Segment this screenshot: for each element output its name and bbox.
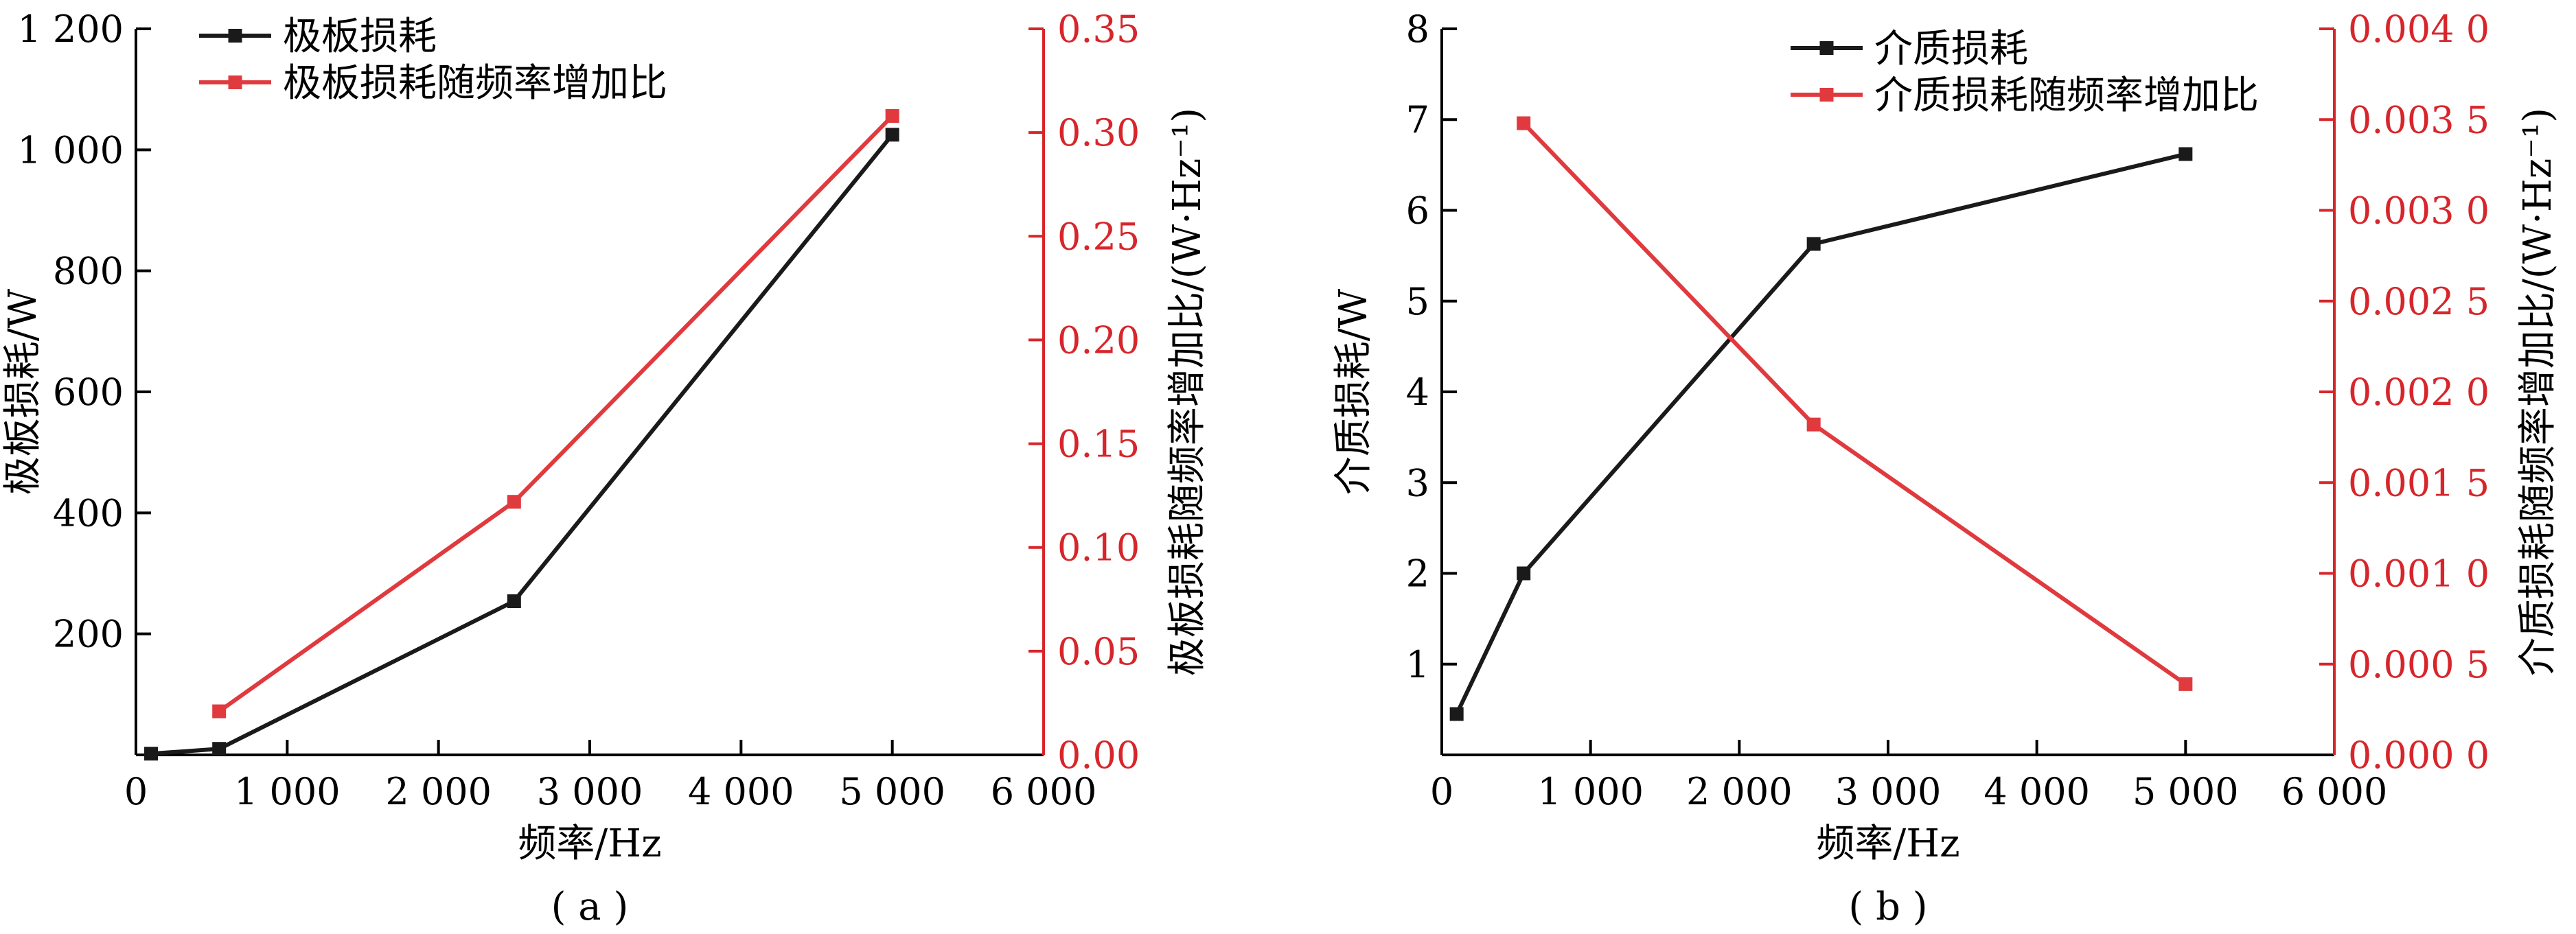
y2-tick-label: 0.20: [1057, 318, 1140, 362]
y-tick-label: 8: [1406, 8, 1429, 51]
y-tick-label: 600: [53, 371, 124, 414]
series-1-point: [212, 742, 227, 756]
series-1-point: [885, 128, 899, 142]
y-tick-label: 1: [1406, 643, 1429, 686]
y-axis-label: 极板损耗/W: [1, 288, 45, 495]
x-tick-label: 1 000: [1537, 770, 1644, 813]
y-tick-label: 2: [1406, 552, 1429, 596]
series-2-point: [212, 704, 227, 719]
legend-marker-1: [228, 29, 242, 43]
y-axis-label: 介质损耗/W: [1331, 288, 1376, 495]
x-tick-label: 2 000: [1686, 770, 1793, 813]
legend-marker-2: [228, 75, 242, 89]
legend-label-2: 介质损耗随频率增加比: [1874, 73, 2259, 118]
x-tick-label: 6 000: [991, 770, 1097, 813]
series-2-point: [1806, 417, 1821, 432]
y2-tick-label: 0.000 5: [2348, 643, 2489, 686]
series-1-point: [507, 594, 521, 609]
y2-tick-label: 0.30: [1057, 111, 1140, 154]
y2-tick-label: 0.001 0: [2348, 552, 2489, 596]
y2-tick-label: 0.00: [1057, 734, 1140, 777]
legend-label-1: 介质损耗: [1874, 27, 2028, 71]
series-1-point: [1449, 707, 1464, 721]
x-tick-label: 3 000: [1835, 770, 1942, 813]
x-tick-label: 6 000: [2281, 770, 2388, 813]
y-tick-label: 200: [53, 613, 124, 656]
series-1-point: [2178, 147, 2193, 161]
series-2-point: [507, 495, 521, 509]
y2-tick-label: 0.35: [1057, 8, 1140, 51]
y-tick-label: 800: [53, 250, 124, 293]
chart-panel-a: 0 1 000 2 000 3 000 4 000 5 000 6 000 200 400 600…: [1, 8, 1210, 929]
panel-label: ( b ): [1848, 885, 1927, 929]
y2-tick-label: 0.003 0: [2348, 189, 2489, 233]
y-tick-label: 5: [1406, 280, 1429, 323]
series-1-point: [144, 747, 159, 761]
y-tick-label: 1 200: [17, 8, 124, 51]
y2-tick-label: 0.10: [1057, 526, 1140, 570]
x-tick-label: 5 000: [2132, 770, 2239, 813]
x-axis-label: 频率/Hz: [518, 821, 661, 866]
y2-tick-label: 0.004 0: [2348, 8, 2489, 51]
y-tick-label: 400: [53, 491, 124, 535]
y2-tick-label: 0.003 5: [2348, 98, 2489, 141]
x-tick-label: 4 000: [1983, 770, 2090, 813]
series-1-point: [1517, 566, 1531, 581]
y2-tick-label: 0.05: [1057, 630, 1140, 673]
x-tick-label: 0: [124, 770, 148, 813]
x-axis-label: 频率/Hz: [1816, 821, 1959, 866]
y2-axis-label: 极板损耗随频率增加比/(W·Hz⁻¹): [1165, 108, 1210, 676]
series-2-point: [885, 108, 899, 123]
y2-axis-label: 介质损耗随频率增加比/(W·Hz⁻¹): [2516, 108, 2560, 676]
y2-tick-label: 0.001 5: [2348, 461, 2489, 504]
series-line-2: [218, 114, 894, 713]
y2-tick-label: 0.002 0: [2348, 371, 2489, 414]
y-tick-label: 6: [1406, 189, 1429, 233]
series-line-1: [1454, 152, 2187, 715]
legend-label-2: 极板损耗随频率增加比: [283, 61, 667, 106]
y-tick-label: 7: [1406, 98, 1429, 141]
y2-tick-label: 0.25: [1057, 215, 1140, 258]
y2-tick-label: 0.000 0: [2348, 734, 2489, 777]
series-2-point: [1517, 116, 1531, 130]
legend-label-1: 极板损耗: [283, 14, 437, 59]
x-tick-label: 3 000: [537, 770, 643, 813]
series-line-1: [150, 133, 894, 756]
series-1-point: [1806, 237, 1821, 251]
x-tick-label: 1 000: [234, 770, 341, 813]
x-tick-label: 5 000: [839, 770, 945, 813]
series-2-point: [2178, 677, 2193, 691]
x-tick-label: 4 000: [688, 770, 794, 813]
x-tick-label: 2 000: [385, 770, 492, 813]
x-tick-label: 0: [1430, 770, 1453, 813]
y-tick-label: 4: [1406, 371, 1429, 414]
y-tick-label: 1 000: [17, 128, 124, 172]
series-line-2: [1522, 121, 2187, 686]
legend-marker-1: [1819, 41, 1834, 55]
y2-tick-label: 0.002 5: [2348, 280, 2489, 323]
panel-label: ( a ): [551, 885, 629, 929]
chart-panel-b: 0 1 000 2 000 3 000 4 000 5 000 6 000 1 2 3 4 5 6 7 8 0…: [1331, 8, 2560, 929]
y2-tick-label: 0.15: [1057, 423, 1140, 466]
legend-marker-2: [1819, 88, 1834, 102]
y-tick-label: 3: [1406, 461, 1429, 504]
